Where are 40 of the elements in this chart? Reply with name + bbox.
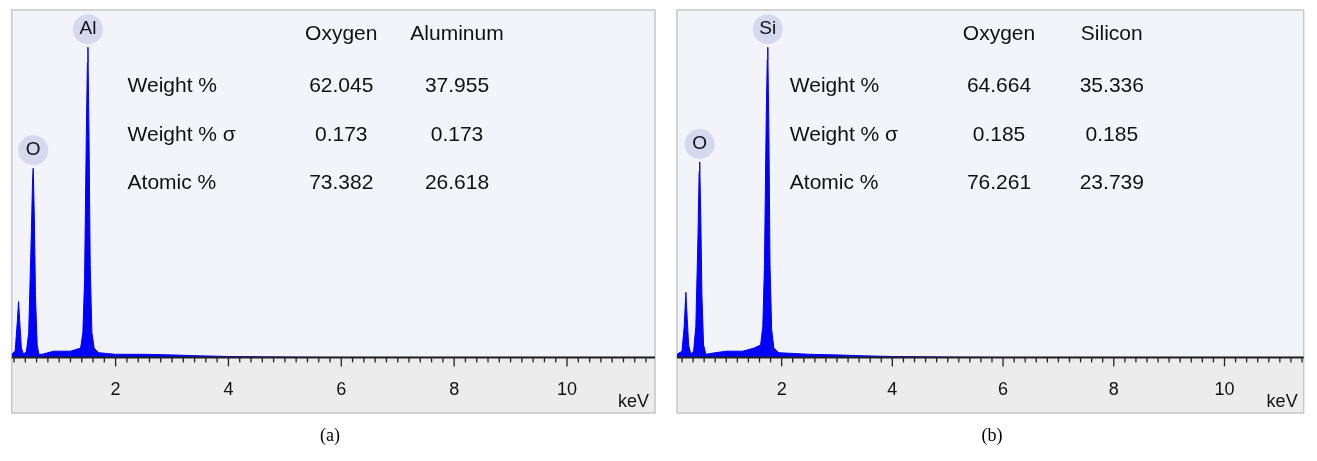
x-tick-label: 10 [557,379,578,400]
text: (a) [319,425,341,446]
x-tick-label: 10 [1214,379,1235,400]
annotation: 0.173 [430,121,484,145]
annotation: 35.336 [1079,73,1144,97]
x-axis-title: keV [1266,391,1298,412]
annotation: 62.045 [309,73,374,97]
annotation: 76.261 [966,170,1032,194]
x-axis-title: keV [618,391,650,412]
annotation: 0.185 [1085,121,1139,145]
annotation: Atomic % [127,170,217,194]
annotation: O [692,132,708,154]
annotation: Si [759,17,777,39]
annotation: Al [79,17,97,39]
annotation: 64.664 [966,73,1032,97]
annotation: O [25,138,41,160]
text: Silicon [1080,21,1143,45]
annotation: Weight % [127,73,218,97]
annotation: Weight % σ [789,121,899,145]
x-tick-label: 6 [336,379,347,400]
x-tick-label: 8 [449,379,460,400]
annotation: 0.173 [314,121,368,145]
text: Aluminum [410,21,504,45]
annotation: Atomic % [789,170,879,194]
annotation: 26.618 [424,170,490,194]
annotation: 73.382 [309,170,374,194]
annotation: 23.739 [1079,170,1144,194]
x-tick-label: 2 [110,379,121,400]
text: Oxygen [962,21,1036,45]
annotation: 37.955 [424,73,490,97]
x-tick-label: 4 [887,379,898,400]
annotation: Weight % σ [127,121,236,145]
text: Oxygen [305,21,378,45]
x-tick-label: 2 [776,379,787,400]
x-tick-label: 4 [223,379,234,400]
x-tick-label: 6 [998,379,1009,400]
annotation: 0.185 [972,121,1026,145]
x-tick-label: 8 [1108,379,1119,400]
annotation: Weight % [789,73,880,97]
text: (b) [980,425,1004,446]
